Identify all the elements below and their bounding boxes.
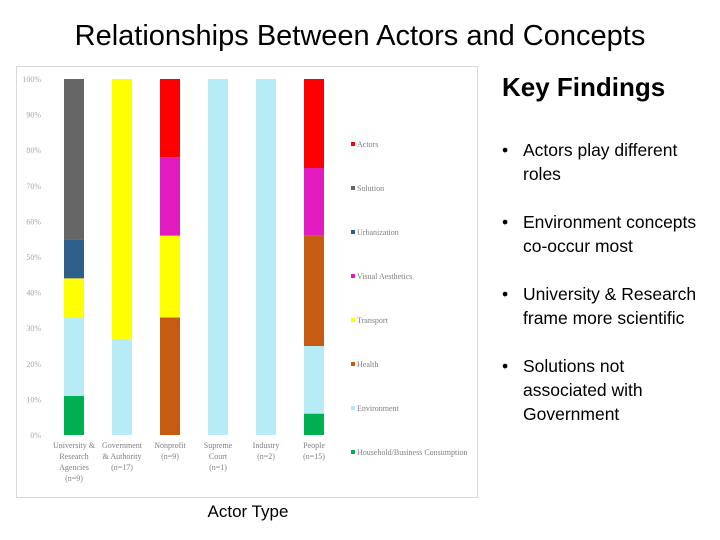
- bar-segment: [160, 235, 180, 318]
- y-tick-label: 30%: [26, 324, 41, 333]
- legend-swatch: [351, 230, 355, 234]
- bullet-icon: •: [502, 284, 509, 304]
- bar-segment: [208, 79, 228, 435]
- x-tick-label: (n=1): [209, 463, 227, 472]
- y-tick-label: 60%: [26, 217, 41, 226]
- bar-segment: [160, 79, 180, 158]
- legend-label: Environment: [357, 404, 400, 413]
- bar-segment: [304, 346, 324, 414]
- legend-label: Actors: [357, 140, 378, 149]
- legend-label: Health: [357, 360, 378, 369]
- bullet-icon: •: [502, 212, 509, 232]
- finding-text: Environment concepts co-occur most: [523, 212, 697, 256]
- bullet-icon: •: [502, 140, 509, 160]
- x-tick-label: (n=2): [257, 452, 275, 461]
- chart-frame: 0% 10% 20% 30% 40% 50% 60% 70% 80% 90% 100% Univers…: [16, 66, 478, 498]
- findings-list: • Actors play different roles • Environmen…: [500, 138, 710, 450]
- y-tick-label: 100%: [22, 75, 41, 84]
- bar-segment: [160, 157, 180, 236]
- x-tick-label: Agencies: [59, 463, 89, 472]
- legend-swatch: [351, 318, 355, 322]
- bar-segment: [64, 317, 84, 396]
- bar-segment: [256, 79, 276, 435]
- bar-segment: [64, 278, 84, 318]
- finding-item: • Environment concepts co-occur most: [500, 210, 710, 258]
- finding-item: • University & Research frame more scient…: [500, 282, 710, 330]
- legend-swatch: [351, 450, 355, 454]
- x-tick-label: Supreme: [204, 441, 233, 450]
- bar-segment: [112, 338, 132, 435]
- bar-segment: [64, 239, 84, 279]
- bar-segment: [160, 317, 180, 435]
- stacked-bar-chart: 0% 10% 20% 30% 40% 50% 60% 70% 80% 90% 100% Univers…: [22, 75, 467, 483]
- legend-swatch: [351, 142, 355, 146]
- x-tick-label: University &: [53, 441, 96, 450]
- y-tick-label: 40%: [26, 289, 41, 298]
- legend-label: Solution: [357, 184, 384, 193]
- bar-segment: [112, 79, 132, 339]
- bar-segment: [304, 168, 324, 236]
- finding-text: Solutions not associated with Government: [523, 356, 643, 424]
- bullet-icon: •: [502, 356, 509, 376]
- finding-text: Actors play different roles: [523, 140, 678, 184]
- y-tick-label: 0%: [30, 431, 41, 440]
- bar-segment: [304, 235, 324, 346]
- bar-segment: [64, 79, 84, 240]
- legend-swatch: [351, 406, 355, 410]
- x-tick-label: (n=9): [161, 452, 179, 461]
- legend-label: Visual Aesthetics: [357, 272, 412, 281]
- x-tick-label: Nonprofit: [154, 441, 186, 450]
- x-tick-label: Court: [209, 452, 228, 461]
- x-tick-label: (n=9): [65, 474, 83, 483]
- x-tick-label: & Authority: [103, 452, 142, 461]
- finding-item: • Actors play different roles: [500, 138, 710, 186]
- y-tick-label: 70%: [26, 182, 41, 191]
- x-tick-label: Industry: [253, 441, 280, 450]
- x-axis-title: Actor Type: [207, 502, 289, 521]
- findings-title: Key Findings: [502, 72, 666, 102]
- x-tick-label: (n=17): [111, 463, 133, 472]
- x-tick-label: Research: [59, 452, 88, 461]
- legend-label: Transport: [357, 316, 389, 325]
- y-tick-label: 90%: [26, 111, 41, 120]
- x-tick-label: People: [303, 441, 325, 450]
- legend-label: Household/Business Consumption: [357, 448, 467, 457]
- slide-title: Relationships Between Actors and Concept…: [74, 20, 646, 52]
- y-tick-label: 10%: [26, 395, 41, 404]
- x-tick-label: Government: [102, 441, 143, 450]
- legend-swatch: [351, 186, 355, 190]
- finding-item: • Solutions not associated with Governmen…: [500, 354, 710, 426]
- legend-label: Urbanization: [357, 228, 399, 237]
- bar-segment: [304, 79, 324, 168]
- y-tick-label: 50%: [26, 253, 41, 262]
- x-tick-label: (n=15): [303, 452, 325, 461]
- y-tick-label: 20%: [26, 360, 41, 369]
- finding-text: University & Research frame more scienti…: [523, 284, 697, 328]
- bar-segment: [64, 395, 84, 435]
- bar-segment: [304, 413, 324, 435]
- legend-swatch: [351, 274, 355, 278]
- y-tick-label: 80%: [26, 146, 41, 155]
- legend-swatch: [351, 362, 355, 366]
